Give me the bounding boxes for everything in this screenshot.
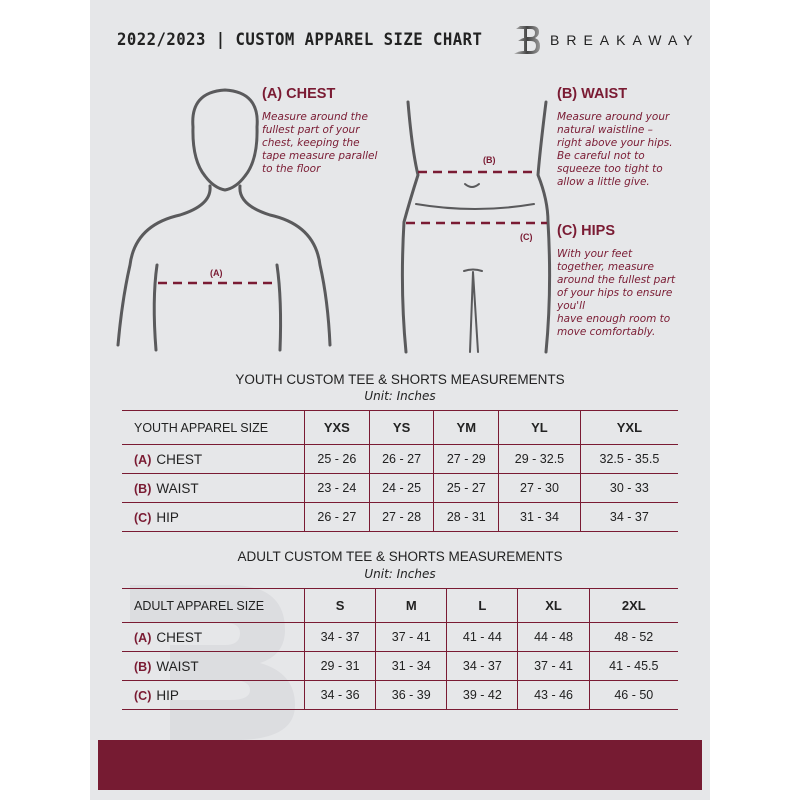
size-header: YM: [433, 410, 499, 445]
measurement-label-cell: (A) CHEST: [122, 622, 305, 652]
measurement-name: WAIST: [156, 658, 199, 674]
measurement-value: 31 - 34: [498, 502, 581, 532]
measurement-code: (C): [134, 510, 152, 525]
size-header: YL: [498, 410, 581, 445]
youth-table-unit: Unit: Inches: [364, 389, 436, 403]
measurement-value: 23 - 24: [304, 473, 370, 503]
measurement-name: CHEST: [156, 629, 203, 645]
page-title: 2022/2023 | CUSTOM APPAREL SIZE CHART: [117, 30, 483, 50]
chest-heading: (A) CHEST: [262, 86, 336, 102]
head-outline: [191, 88, 259, 192]
measurement-code: (A): [134, 630, 152, 645]
waist-description: Measure around your natural waistline – …: [557, 111, 673, 188]
measurement-code: (B): [134, 481, 152, 496]
size-header: YXL: [579, 410, 678, 445]
measurement-label-cell: (B) WAIST: [122, 651, 305, 681]
measurement-value: 37 - 41: [375, 622, 447, 652]
brand-logo: BREAKAWAY: [512, 24, 700, 56]
chest-description: Measure around the fullest part of your …: [262, 111, 378, 175]
body-figures: (A) (B) (C): [116, 88, 552, 354]
size-header: YXS: [304, 410, 370, 445]
adult-size-table: ADULT APPAREL SIZE S M L XL 2XL (A) CHEST 34 - 3…: [122, 588, 678, 710]
measurement-value: 41 - 44: [446, 622, 518, 652]
measurement-code: (C): [134, 688, 152, 703]
measurement-value: 34 - 37: [303, 622, 376, 652]
waistband: [415, 203, 535, 210]
size-header: M: [375, 588, 447, 623]
hips-marker: (C): [520, 232, 533, 242]
table-row: (B) WAIST 29 - 31 31 - 34 34 - 37 37 - 41 41 -…: [122, 651, 678, 681]
size-header: S: [303, 588, 376, 623]
measurement-value: 41 - 45.5: [588, 651, 678, 681]
table-row: (A) CHEST 25 - 26 26 - 27 27 - 29 29 - 32.5 32…: [122, 444, 678, 474]
measurement-value: 25 - 26: [304, 444, 370, 474]
measurement-value: 36 - 39: [375, 680, 447, 710]
measurement-value: 48 - 52: [588, 622, 678, 652]
measurement-value: 44 - 48: [517, 622, 590, 652]
left-shoulder-outline: [116, 184, 212, 347]
measurement-label-cell: (C) HIP: [122, 502, 305, 532]
size-column-label: ADULT APPAREL SIZE: [122, 588, 305, 623]
measurement-value: 29 - 31: [303, 651, 376, 681]
measurement-value: 24 - 25: [368, 473, 434, 503]
right-arm-inner: [275, 263, 283, 352]
navel: [464, 183, 480, 188]
size-column-label: YOUTH APPAREL SIZE: [122, 410, 305, 445]
table-row: (C) HIP 26 - 27 27 - 28 28 - 31 31 - 34 34 - 3…: [122, 502, 678, 532]
measurement-value: 27 - 28: [368, 502, 434, 532]
right-shoulder-outline: [238, 184, 332, 347]
measurement-label-cell: (C) HIP: [122, 680, 305, 710]
waist-marker: (B): [483, 155, 496, 165]
measurement-value: 39 - 42: [446, 680, 518, 710]
waist-heading: (B) WAIST: [557, 86, 628, 102]
youth-table-title: YOUTH CUSTOM TEE & SHORTS MEASUREMENTS: [235, 372, 565, 387]
measurement-value: 27 - 29: [433, 444, 499, 474]
table-header-row: ADULT APPAREL SIZE S M L XL 2XL: [122, 588, 678, 623]
measurement-value: 30 - 33: [579, 473, 678, 503]
measurement-value: 26 - 27: [368, 444, 434, 474]
measurement-code: (A): [134, 452, 152, 467]
measurement-value: 34 - 36: [303, 680, 376, 710]
measurement-label-cell: (B) WAIST: [122, 473, 305, 503]
measurement-value: 46 - 50: [588, 680, 678, 710]
left-arm-inner: [152, 263, 159, 352]
measurement-label-cell: (A) CHEST: [122, 444, 305, 474]
torso-left-outline: [400, 100, 420, 354]
adult-table-title: ADULT CUSTOM TEE & SHORTS MEASUREMENTS: [237, 549, 563, 564]
breakaway-b-logo-icon: [514, 26, 540, 54]
table-row: (B) WAIST 23 - 24 24 - 25 25 - 27 27 - 30 30 -…: [122, 473, 678, 503]
measurement-value: 26 - 27: [304, 502, 370, 532]
measurement-value: 43 - 46: [517, 680, 590, 710]
table-header-row: YOUTH APPAREL SIZE YXS YS YM YL YXL: [122, 410, 678, 445]
measurement-value: 27 - 30: [498, 473, 581, 503]
measurement-name: WAIST: [156, 480, 199, 496]
measurement-value: 25 - 27: [433, 473, 499, 503]
measurement-value: 37 - 41: [517, 651, 590, 681]
measurement-name: HIP: [156, 509, 179, 525]
table-row: (A) CHEST 34 - 37 37 - 41 41 - 44 44 - 48 48 -…: [122, 622, 678, 652]
measurement-value: 31 - 34: [375, 651, 447, 681]
measurement-name: HIP: [156, 687, 179, 703]
adult-table-unit: Unit: Inches: [364, 567, 436, 581]
size-header: XL: [517, 588, 590, 623]
size-header: YS: [368, 410, 434, 445]
size-header: 2XL: [588, 588, 678, 623]
youth-size-table: YOUTH APPAREL SIZE YXS YS YM YL YXL (A) CHEST 25…: [122, 410, 678, 532]
measurement-name: CHEST: [156, 451, 203, 467]
measurement-value: 28 - 31: [433, 502, 499, 532]
chest-marker: (A): [210, 268, 223, 278]
size-header: L: [446, 588, 518, 623]
measurement-value: 32.5 - 35.5: [579, 444, 678, 474]
measurement-value: 34 - 37: [446, 651, 518, 681]
table-row: (C) HIP 34 - 36 36 - 39 39 - 42 43 - 46 46 - 5…: [122, 680, 678, 710]
crotch: [463, 268, 483, 353]
torso-right-outline: [536, 100, 552, 354]
footer-band: [98, 740, 702, 790]
hips-heading: (C) HIPS: [557, 223, 615, 239]
hips-description: With your feet together, measure around …: [557, 248, 676, 338]
measurement-value: 34 - 37: [579, 502, 678, 532]
measurement-value: 29 - 32.5: [498, 444, 581, 474]
brand-name: BREAKAWAY: [550, 32, 700, 48]
measurement-code: (B): [134, 659, 152, 674]
